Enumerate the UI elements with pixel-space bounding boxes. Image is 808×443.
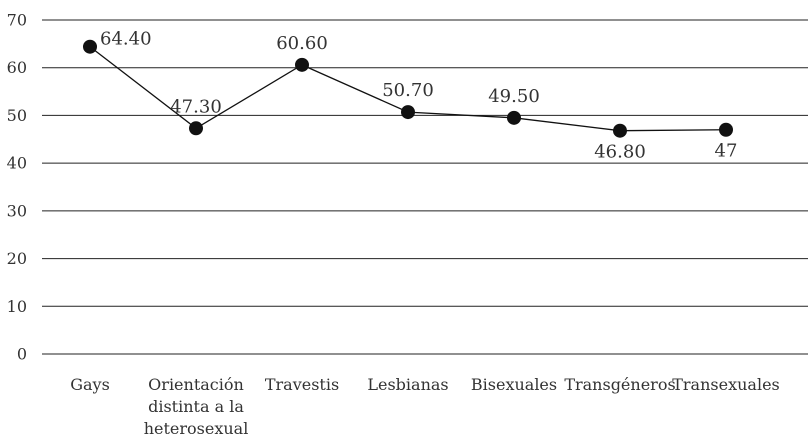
x-category-label: Travestis [265,375,339,394]
x-category-label-line: Transexuales [672,375,780,394]
gridlines [42,19,808,355]
data-labels: 64.40 47.30 60.60 50.70 49.50 46.80 47 [100,29,737,163]
x-category-label-line: heterosexual [144,419,249,438]
x-category-label-line: Transgéneros [564,375,675,394]
data-label: 46.80 [594,142,646,163]
x-category-label-line: Orientación [148,375,244,394]
x-category-label: Bisexuales [471,375,557,394]
data-point [83,39,97,54]
y-tick-label: 20 [7,249,27,268]
y-tick-label: 70 [7,11,27,30]
x-category-label-line: Lesbianas [367,375,448,394]
y-axis-ticks: 0 10 20 30 40 50 60 70 [7,11,27,364]
data-point [719,122,733,137]
data-point [295,57,309,72]
data-point [189,121,203,136]
x-category-label: Lesbianas [367,375,448,394]
series [83,39,733,138]
data-point [401,105,415,120]
data-point [613,123,627,138]
data-label: 64.40 [100,29,152,50]
x-category-label-line: Gays [70,375,110,394]
x-category-label: Orientación distinta a la heterosexual [144,375,249,438]
y-tick-label: 30 [7,201,27,220]
data-label: 47.30 [170,96,222,117]
x-axis-category-labels: Gays Orientación distinta a la heterosexual… [70,375,780,438]
y-tick-label: 10 [7,297,27,316]
data-label: 60.60 [276,33,328,54]
y-tick-label: 40 [7,154,27,173]
y-tick-label: 50 [7,106,27,125]
x-category-label-line: distinta a la [148,397,244,416]
data-point [507,110,521,125]
data-label: 50.70 [382,80,434,101]
x-category-label: Gays [70,375,110,394]
data-label: 49.50 [488,86,540,107]
x-category-label: Transexuales [672,375,780,394]
x-category-label: Transgéneros [564,375,675,394]
x-category-label-line: Travestis [265,375,339,394]
y-tick-label: 0 [17,345,27,364]
y-tick-label: 60 [7,58,27,77]
data-label: 47 [715,141,738,162]
x-category-label-line: Bisexuales [471,375,557,394]
